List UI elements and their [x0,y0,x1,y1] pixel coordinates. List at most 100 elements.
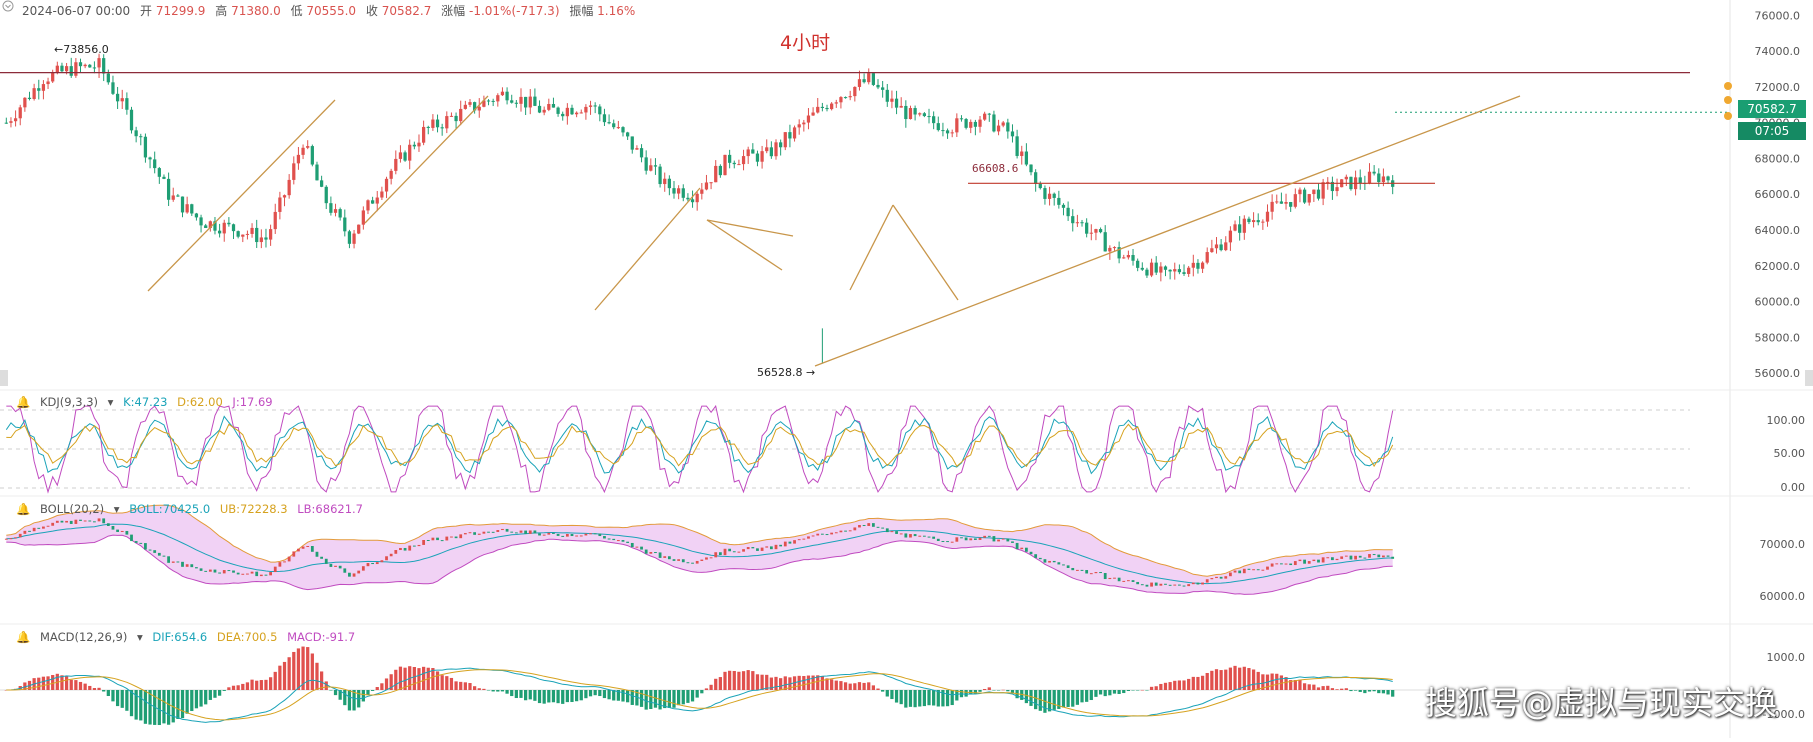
macd-histogram-bar [598,690,602,697]
macd-histogram-bar [945,690,950,707]
bell-icon[interactable]: 🔔 [16,630,31,644]
macd-name: MACD(12,26,9) [39,630,128,644]
candle-body [1377,173,1381,183]
boll-candle [463,533,467,535]
boll-candle [691,562,694,564]
boll-candle [55,520,59,523]
kdj-d-line [6,423,1394,468]
candle-body [231,224,236,232]
boll-candle [1196,582,1200,585]
boll-candle [528,530,532,534]
candle-body [677,188,681,194]
collapse-icon[interactable] [2,0,14,12]
boll-candle [148,549,152,551]
boll-candle [1140,584,1144,586]
macd-histogram-bar [477,688,481,690]
candle-body [245,233,250,235]
dropdown-icon[interactable]: ▾ [113,502,120,516]
boll-candle [1020,547,1024,550]
ohlc-header: 2024-06-07 00:00 开 71299.9 高 71380.0 低 7… [22,2,641,19]
candle-body [292,163,296,180]
macd-histogram-bar [333,690,338,696]
boll-candle [983,535,987,538]
candle-body [250,227,254,234]
candle-body [64,66,69,72]
macd-histogram-bar [728,670,732,690]
candle-body [449,115,454,117]
boll-candle [1307,561,1311,564]
boll-candle [93,521,96,523]
kdj-tick-0: 0.00 [1780,481,1806,494]
dropdown-icon[interactable]: ▾ [136,630,143,644]
boll-band [6,505,1393,595]
boll-candle [491,531,495,533]
boll-candle [626,541,630,543]
macd-histogram-bar [853,683,857,690]
macd-histogram-bar [941,690,945,707]
macd-histogram-bar [653,690,658,708]
alert-dot [1724,82,1732,90]
boll-candle [1219,576,1223,579]
trend-line [814,95,1521,367]
boll-candle [593,533,597,535]
candle-body [310,146,314,165]
candle-body [139,136,143,138]
macd-histogram-bar [347,690,352,711]
macd-histogram-bar [695,690,699,698]
candle-body [1275,201,1279,203]
candle-body [732,162,736,165]
boll-candle [482,531,486,534]
candle-body [74,62,78,76]
scroll-arrow-left[interactable] [0,370,8,386]
change-value: -1.01%(-717.3) [469,4,560,18]
macd-histogram-bar [839,681,843,690]
boll-candle [445,536,449,541]
candle-body [704,182,709,190]
bell-icon[interactable]: 🔔 [16,395,31,409]
boll-candle [635,546,639,548]
candle-body [871,73,875,85]
candle-body [1024,151,1029,165]
boll-candle [867,523,871,526]
boll-candle [584,533,588,536]
macd-histogram-bar [190,690,194,712]
candle-body [454,115,458,122]
boll-candle [871,523,875,527]
boll-candle [278,562,282,567]
bell-icon[interactable]: 🔔 [16,502,31,516]
dropdown-icon[interactable]: ▾ [107,395,114,409]
boll-candle [32,527,36,532]
boll-candle [514,532,518,534]
candle-body [964,119,968,128]
boll-candle [1201,582,1204,585]
macd-histogram-bar [236,685,240,690]
macd-histogram-bar [709,684,713,690]
macd-histogram-bar [421,666,426,690]
macd-histogram-bar [973,690,978,695]
low-label: 低 [290,4,303,18]
candle-body [1020,151,1024,156]
boll-candle [111,526,115,530]
macd-histogram-bar [1312,684,1316,690]
candle-body [222,222,226,234]
candle-body [737,164,741,166]
scroll-arrow-right[interactable] [1805,370,1813,386]
boll-candle [259,574,263,577]
macd-histogram-bar [723,671,727,690]
candle-body [1098,229,1103,233]
boll-candle [969,538,973,541]
macd-histogram-bar [384,678,389,690]
boll-candle [895,531,898,534]
candle-body [524,96,528,108]
candle-body [1052,193,1056,198]
candle-body [741,156,746,165]
boll-candle [255,571,259,577]
macd-histogram-bar [1196,676,1200,690]
candle-body [857,79,862,87]
candle-body [384,178,389,192]
macd-histogram-bar [180,690,185,719]
boll-candle [950,541,954,543]
boll-candle [14,537,17,539]
boll-candle [380,560,384,563]
macd-histogram-bar [936,690,940,707]
